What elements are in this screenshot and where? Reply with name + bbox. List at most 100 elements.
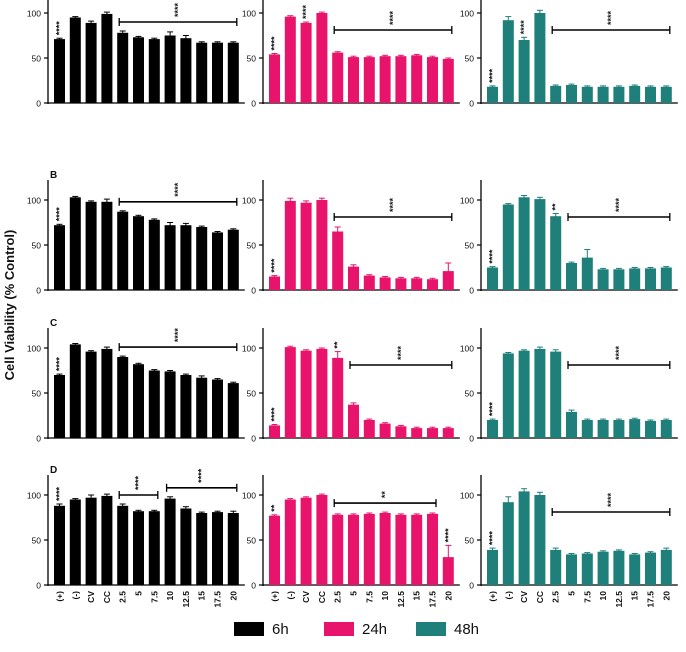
bar-5: [133, 511, 144, 585]
bar-x: [69, 197, 81, 290]
x-tick-label-CC: CC: [102, 591, 112, 603]
bar-CC: [534, 348, 546, 438]
x-tick-label-20: 20: [661, 591, 671, 601]
bar-2p5: [550, 549, 562, 585]
bar-x: [269, 425, 280, 438]
bar-7p5: [363, 513, 375, 585]
x-tick-label-17p5: 17.5: [646, 591, 656, 608]
bar-17p5: [212, 379, 223, 438]
bar-5: [348, 514, 359, 585]
bar-2p5: [332, 357, 344, 438]
x-tick-label-12p5: 12.5: [181, 591, 191, 608]
panel-d-6h: 0 50 100 D **** **** **** (+) (-) CV CC 2.5 5 7.5 10 12…: [27, 465, 245, 608]
x-tick-label-10: 10: [380, 591, 390, 601]
panel-a-48h: 0 50 100 **** **** ****: [460, 0, 678, 109]
bar-x: [54, 375, 65, 438]
significance-label: ****: [388, 10, 398, 25]
significance-label: ****: [488, 402, 498, 417]
bar-17p5: [645, 552, 656, 585]
x-tick-label-2p5: 2.5: [118, 591, 128, 603]
bar-2p5: [550, 351, 562, 438]
y-tick-label-0: 0: [36, 434, 41, 444]
x-tick-label-7p5: 7.5: [582, 591, 592, 603]
bar-15: [629, 85, 641, 103]
y-tick-label-100: 100: [460, 196, 474, 206]
bar-2p5: [550, 216, 562, 290]
bar-x: [54, 225, 65, 290]
y-tick-label-0: 0: [251, 99, 256, 109]
bar-10: [379, 513, 391, 585]
x-tick-label-7p5: 7.5: [149, 591, 159, 603]
bar-2p5: [332, 514, 344, 585]
bar-10: [597, 269, 609, 290]
significance-label: ****: [270, 407, 280, 422]
significance-label: ****: [488, 249, 498, 264]
bar-12p5: [180, 508, 192, 585]
bar-CV: [85, 201, 97, 290]
x-tick-label-17p5: 17.5: [428, 591, 438, 608]
bar-CC: [101, 201, 113, 290]
bar-7p5: [581, 420, 593, 438]
significance-label: ****: [197, 468, 207, 483]
y-tick-label-50: 50: [32, 241, 42, 251]
x-tick-label-20: 20: [228, 591, 238, 601]
bar-10: [597, 86, 609, 103]
bar-17p5: [212, 512, 223, 585]
bar-12p5: [395, 56, 407, 103]
bar-CC: [101, 495, 113, 585]
bar-5: [133, 364, 144, 438]
y-tick-label-50: 50: [32, 54, 42, 64]
bar-15: [196, 377, 208, 438]
x-tick-label-CC: CC: [535, 591, 545, 603]
bar-CC: [316, 13, 328, 103]
x-tick-label-2p5: 2.5: [333, 591, 343, 603]
bar-17p5: [645, 86, 656, 103]
significance-label: ****: [173, 182, 183, 197]
y-tick-label-100: 100: [27, 344, 41, 354]
bar-20: [660, 549, 672, 585]
bar-5: [566, 263, 577, 290]
y-tick-label-50: 50: [32, 536, 42, 546]
bar-x: [54, 505, 65, 585]
bar-2p5: [550, 85, 562, 103]
y-tick-label-50: 50: [32, 389, 42, 399]
y-tick-label-0: 0: [251, 581, 256, 591]
bar-5: [348, 266, 359, 290]
significance-label: ****: [55, 21, 65, 36]
bar-CC: [316, 200, 328, 290]
y-tick-label-100: 100: [242, 196, 256, 206]
significance-label: ****: [614, 197, 624, 212]
x-tick-label-x: (-): [285, 591, 295, 600]
bar-2p5: [117, 505, 129, 585]
significance-label: ****: [614, 345, 624, 360]
bar-x: [269, 515, 280, 585]
y-tick-label-50: 50: [247, 536, 257, 546]
chart-panels: 050100A********050100************050100*…: [27, 0, 678, 608]
panel-letter-b: B: [50, 170, 57, 181]
bar-2p5: [332, 52, 344, 103]
bar-CV: [300, 22, 312, 103]
bar-5: [133, 216, 144, 290]
bar-x: [284, 499, 296, 585]
bar-CV: [300, 497, 312, 585]
significance-label: ****: [55, 357, 65, 372]
bar-CV: [518, 350, 530, 438]
bar-2p5: [117, 32, 129, 103]
bar-20: [227, 513, 239, 585]
bar-x: [487, 549, 498, 585]
x-tick-label-CV: CV: [519, 591, 529, 603]
bar-17p5: [427, 513, 438, 585]
bar-x: [502, 502, 514, 585]
bar-CV: [85, 351, 97, 438]
bar-CC: [316, 495, 328, 585]
bar-CC: [101, 348, 113, 438]
bar-17p5: [427, 57, 438, 103]
bar-CC: [534, 199, 546, 290]
y-tick-label-100: 100: [27, 9, 41, 19]
significance-label: **: [380, 491, 390, 499]
bar-2p5: [117, 211, 129, 290]
bar-15: [411, 514, 423, 585]
